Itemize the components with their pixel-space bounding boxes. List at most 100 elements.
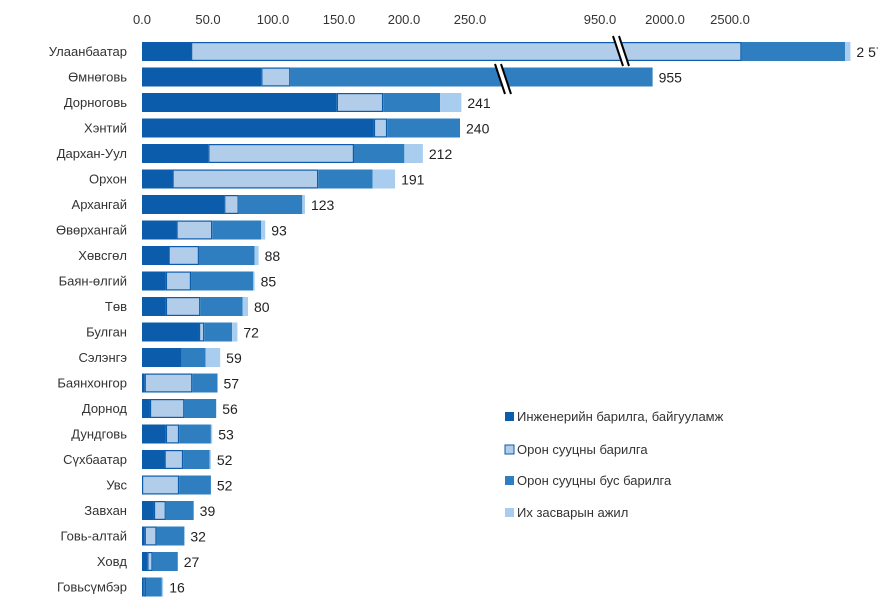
bar-segment bbox=[318, 169, 373, 189]
bar-segment bbox=[741, 42, 846, 61]
category-label: Говь-алтай bbox=[60, 529, 127, 544]
total-label: 85 bbox=[261, 274, 277, 290]
bar-segment bbox=[212, 220, 262, 240]
bar-segment bbox=[168, 246, 199, 266]
total-label: 212 bbox=[429, 146, 453, 162]
bar-segment bbox=[208, 144, 355, 164]
category-labels: Улаанбаатар Өмнөговь Дорноговь Хэнтий Дархан… bbox=[49, 44, 128, 595]
x-tick-label: 150.0 bbox=[323, 12, 356, 27]
bar-segment bbox=[164, 450, 184, 470]
total-label: 123 bbox=[311, 197, 335, 213]
legend-swatch bbox=[504, 444, 515, 455]
bar-segment bbox=[142, 399, 150, 418]
bar-segment bbox=[142, 169, 173, 189]
bar-segment bbox=[383, 93, 441, 112]
x-tick-label: 950.0 bbox=[584, 12, 617, 27]
bar-segment bbox=[153, 501, 166, 521]
bar-segment bbox=[404, 144, 423, 163]
bar-segment bbox=[254, 246, 259, 265]
bar-segment bbox=[179, 424, 211, 444]
bar-segment bbox=[191, 41, 742, 61]
category-label: Орхон bbox=[89, 172, 127, 187]
axis-break-gap bbox=[613, 35, 629, 67]
bar-segment bbox=[440, 93, 462, 112]
bar-segment bbox=[224, 195, 239, 215]
category-label: Дорноговь bbox=[64, 95, 127, 110]
x-axis-ticks: 0.0 50.0 100.0 150.0 200.0 250.0 950.0 2000.0 25… bbox=[133, 12, 750, 27]
category-label: Дундговь bbox=[71, 427, 127, 442]
category-label: Архангай bbox=[72, 197, 127, 212]
axis-break-marks bbox=[494, 35, 630, 95]
bar-segment bbox=[179, 475, 211, 495]
legend-label: Орон сууцны барилга bbox=[517, 442, 648, 457]
x-tick-label: 2500.0 bbox=[710, 12, 750, 27]
category-label: Говьсүмбэр bbox=[57, 580, 127, 595]
legend-label: Их засварын ажил bbox=[517, 505, 628, 520]
bar-segment bbox=[242, 297, 248, 316]
bar-segment bbox=[261, 220, 266, 240]
bar-segment bbox=[165, 424, 180, 444]
bar-segment bbox=[161, 577, 164, 597]
bar-segment bbox=[165, 297, 201, 317]
category-label: Сэлэнгэ bbox=[78, 350, 127, 365]
category-label: Өмнөговь bbox=[68, 70, 127, 85]
category-label: Баянхонгор bbox=[57, 376, 127, 391]
total-label: 32 bbox=[190, 529, 206, 545]
bar-segment bbox=[142, 526, 145, 546]
category-label: Завхан bbox=[84, 503, 127, 518]
x-tick-label: 100.0 bbox=[257, 12, 290, 27]
bar-segment bbox=[142, 297, 166, 316]
bar-segment bbox=[261, 67, 291, 87]
category-label: Сүхбаатар bbox=[63, 452, 127, 467]
axis-break-line bbox=[612, 35, 624, 67]
bar-segment bbox=[192, 373, 218, 393]
total-label: 59 bbox=[226, 350, 242, 366]
bar-segment bbox=[181, 348, 206, 367]
total-label: 88 bbox=[265, 248, 281, 264]
total-label: 27 bbox=[184, 554, 200, 570]
bar-segment bbox=[372, 169, 396, 189]
bar-segment bbox=[198, 322, 205, 342]
bar-segment bbox=[172, 169, 319, 189]
legend-label: Орон сууцны бус барилга bbox=[517, 473, 672, 488]
bar-segment bbox=[142, 322, 199, 342]
bar-segment bbox=[143, 577, 146, 597]
bar-segment bbox=[142, 118, 374, 138]
category-label: Төв bbox=[105, 299, 127, 314]
bar-segment bbox=[176, 220, 213, 240]
x-tick-label: 250.0 bbox=[454, 12, 487, 27]
bar-segment bbox=[204, 322, 233, 342]
total-label: 39 bbox=[200, 503, 216, 519]
x-tick-label: 50.0 bbox=[195, 12, 220, 27]
total-label: 52 bbox=[217, 452, 233, 468]
bar-segment bbox=[354, 144, 405, 163]
bar-segment bbox=[142, 348, 182, 367]
legend: Инженерийн барилга, байгууламж Орон сууцн… bbox=[504, 409, 724, 520]
axis-break-line bbox=[500, 63, 512, 95]
bar-segment bbox=[373, 118, 388, 138]
bar-segment bbox=[142, 195, 225, 214]
bar-segment bbox=[152, 552, 178, 571]
total-label: 56 bbox=[222, 401, 238, 417]
total-label: 240 bbox=[466, 121, 490, 137]
total-label: 72 bbox=[243, 325, 259, 341]
bar-segment bbox=[184, 399, 217, 418]
legend-label: Инженерийн барилга, байгууламж bbox=[517, 409, 724, 424]
bar-segment bbox=[142, 220, 177, 240]
x-tick-label: 0.0 bbox=[133, 12, 151, 27]
bar-segment bbox=[144, 373, 193, 393]
bar-segment bbox=[191, 271, 254, 291]
total-label: 52 bbox=[217, 478, 233, 494]
total-label: 57 bbox=[224, 376, 240, 392]
bar-segment bbox=[209, 450, 211, 469]
total-label: 955 bbox=[659, 70, 683, 86]
legend-swatch bbox=[505, 476, 514, 485]
category-label: Ховд bbox=[97, 554, 128, 569]
bar-segment bbox=[142, 271, 166, 291]
category-label: Хөвсгөл bbox=[78, 248, 127, 263]
bar-segment bbox=[387, 118, 461, 138]
total-label: 241 bbox=[467, 95, 491, 111]
bar-segment bbox=[232, 322, 238, 342]
category-label: Увс bbox=[106, 478, 127, 493]
bar-segment bbox=[302, 195, 305, 214]
